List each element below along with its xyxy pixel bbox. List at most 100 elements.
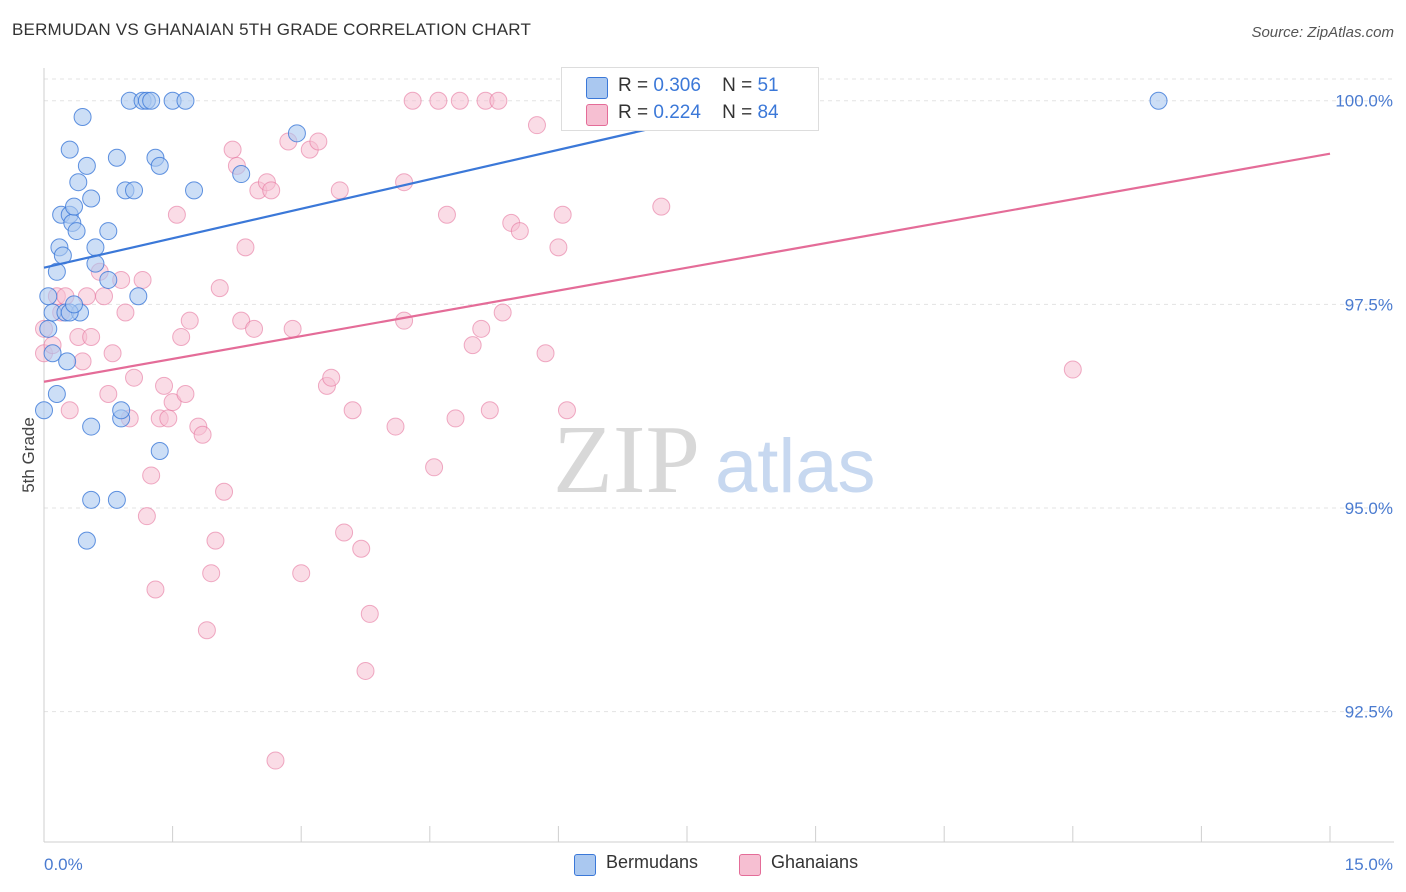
y-tick-labels: 92.5% 95.0% 97.5% 100.0% xyxy=(1335,92,1393,722)
ghanaian-point xyxy=(557,401,576,420)
r-label: R = xyxy=(618,75,649,96)
x-tick-label: 0.0% xyxy=(44,855,83,874)
ghanaian-point xyxy=(99,384,118,403)
n-value: 51 xyxy=(757,75,779,96)
r-label: R = xyxy=(618,102,649,123)
r-value: 0.224 xyxy=(653,102,701,123)
x-tick-labels: 0.0% 15.0% xyxy=(44,855,1393,874)
ghanaian-point xyxy=(322,368,341,387)
bermudan-point xyxy=(125,181,144,200)
ghanaian-point xyxy=(549,238,568,257)
ghanaian-point xyxy=(450,91,469,110)
bermudan-point xyxy=(77,156,96,175)
bermudan-point xyxy=(150,156,169,175)
ghanaian-point xyxy=(172,327,191,346)
ghanaians-swatch xyxy=(586,104,608,126)
ghanaian-point xyxy=(232,311,251,330)
bermudan-point xyxy=(65,197,84,216)
bermudan-point xyxy=(67,222,86,241)
watermark-zip: ZIP xyxy=(553,406,700,514)
ghanaian-point xyxy=(429,91,448,110)
y-axis-label: 5th Grade xyxy=(19,417,38,493)
bermudan-point xyxy=(39,287,58,306)
ghanaian-point xyxy=(527,116,546,135)
ghanaian-point xyxy=(480,401,499,420)
y-tick-label: 100.0% xyxy=(1335,92,1393,111)
x-tick-label: 15.0% xyxy=(1345,855,1393,874)
source-label: Source: ZipAtlas.com xyxy=(1251,24,1394,41)
bermudan-point xyxy=(82,189,101,208)
ghanaian-point xyxy=(155,376,174,395)
legend-label: Bermudans xyxy=(606,852,699,872)
ghanaian-point xyxy=(163,393,182,412)
bermudan-point xyxy=(65,295,84,314)
ghanaian-point xyxy=(553,205,572,224)
n-value: 84 xyxy=(757,102,779,123)
ghanaian-point xyxy=(1063,360,1082,379)
ghanaian-point xyxy=(360,604,379,623)
ghanaian-point xyxy=(463,336,482,355)
ghanaian-point xyxy=(283,319,302,338)
bermudan-point xyxy=(185,181,204,200)
ghanaian-point xyxy=(343,401,362,420)
ghanaian-point xyxy=(309,132,328,151)
bermudan-point xyxy=(47,384,66,403)
ghanaian-point xyxy=(142,466,161,485)
watermark-atlas: atlas xyxy=(715,424,876,509)
ghanaian-point xyxy=(73,352,92,371)
bermudan-point xyxy=(82,490,101,509)
ghanaian-point xyxy=(493,303,512,322)
ghanaian-point xyxy=(446,409,465,428)
ghanaian-point xyxy=(180,311,199,330)
ghanaian-point xyxy=(125,368,144,387)
ghanaian-point xyxy=(292,564,311,583)
bermudan-point xyxy=(99,222,118,241)
bermudan-point xyxy=(69,173,88,192)
ghanaian-point xyxy=(352,539,371,558)
ghanaian-point xyxy=(133,270,152,289)
ghanaian-point xyxy=(395,311,414,330)
ghanaian-point xyxy=(176,384,195,403)
ghanaian-point xyxy=(103,344,122,363)
ghanaian-point xyxy=(437,205,456,224)
bermudans-swatch xyxy=(586,77,608,99)
bermudan-point xyxy=(1149,91,1168,110)
ghanaian-point xyxy=(137,507,156,526)
bermudan-point xyxy=(77,531,96,550)
bermudan-point xyxy=(82,417,101,436)
ghanaian-point xyxy=(266,751,285,770)
y-tick-label: 92.5% xyxy=(1345,703,1393,722)
ghanaian-point xyxy=(356,661,375,680)
ghanaian-point xyxy=(510,222,529,241)
ghanaian-point xyxy=(210,279,229,298)
axes-layer xyxy=(43,68,1394,843)
ghanaian-point xyxy=(95,287,114,306)
ghanaian-point xyxy=(159,409,178,428)
n-label: N = xyxy=(722,75,753,96)
ghanaian-point xyxy=(116,303,135,322)
ghanaian-point xyxy=(82,327,101,346)
ghanaian-point xyxy=(146,580,165,599)
ghanaian-point xyxy=(386,417,405,436)
bermudan-point xyxy=(142,91,161,110)
bermudan-point xyxy=(176,91,195,110)
ghanaian-point xyxy=(403,91,422,110)
ghanaian-point xyxy=(223,140,242,159)
y-tick-label: 97.5% xyxy=(1345,295,1393,314)
ghanaian-point xyxy=(489,91,508,110)
bermudan-point xyxy=(60,140,79,159)
bermudan-point xyxy=(58,352,77,371)
ghanaian-point xyxy=(652,197,671,216)
n-label: N = xyxy=(722,102,753,123)
bermudan-point xyxy=(86,238,105,257)
ghanaian-point xyxy=(215,482,234,501)
legend-label: Ghanaians xyxy=(771,852,859,872)
ghanaian-point xyxy=(395,173,414,192)
ghanaian-point xyxy=(167,205,186,224)
ghanaian-point xyxy=(193,425,212,444)
bermudan-point xyxy=(232,165,251,184)
bermudan-point xyxy=(47,262,66,281)
bermudan-point xyxy=(107,148,126,167)
ghanaian-point xyxy=(536,344,555,363)
